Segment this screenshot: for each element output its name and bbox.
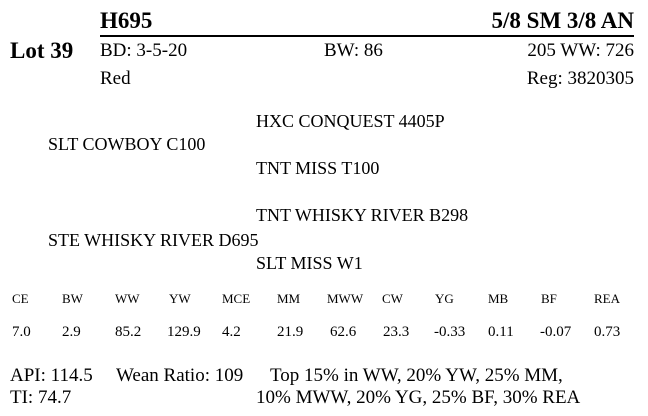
epd-header-yw: YW <box>169 291 191 306</box>
epd-value-yg: -0.33 <box>434 324 466 340</box>
epd-header-mb: MB <box>488 291 509 306</box>
epd-header-mm: MM <box>277 291 301 306</box>
pedigree-sire: SLT COWBOY C100 <box>48 134 206 154</box>
epd-header-mce: MCE <box>222 291 251 306</box>
epd-header-ww: WW <box>115 291 140 306</box>
birth-weight: BW: 86 <box>324 40 383 61</box>
breed-composition: 5/8 SM 3/8 AN <box>491 8 634 33</box>
api-index: API: 114.5 <box>10 365 93 386</box>
epd-header-cw: CW <box>382 291 403 306</box>
epd-value-mww: 62.6 <box>330 324 357 340</box>
epd-value-mce: 4.2 <box>222 324 241 340</box>
wean-ratio: Wean Ratio: 109 <box>116 365 244 386</box>
epd-value-rea: 0.73 <box>594 324 621 340</box>
epd-header-bw: BW <box>62 291 83 306</box>
birth-date: BD: 3-5-20 <box>100 40 188 61</box>
animal-id: H695 <box>100 8 153 33</box>
epd-value-bf: -0.07 <box>540 324 572 340</box>
epd-value-ce: 7.0 <box>12 324 31 340</box>
epd-value-mm: 21.9 <box>277 324 304 340</box>
epd-value-cw: 23.3 <box>383 324 410 340</box>
animal-color: Red <box>100 68 131 89</box>
epd-header-mww: MWW <box>327 291 364 306</box>
ti-index: TI: 74.7 <box>10 387 72 408</box>
lot-number: Lot 39 <box>10 38 74 63</box>
epd-value-mb: 0.11 <box>488 324 514 340</box>
registration-number: Reg: 3820305 <box>526 68 634 89</box>
epd-value-bw: 2.9 <box>62 324 81 340</box>
epd-value-yw: 129.9 <box>167 324 201 340</box>
pedigree-dam-sire: TNT WHISKY RIVER B298 <box>256 205 469 225</box>
epd-header-bf: BF <box>541 291 557 306</box>
epd-value-ww: 85.2 <box>115 324 142 340</box>
top-percent-line-2: 10% MWW, 20% YG, 25% BF, 30% REA <box>256 387 581 408</box>
pedigree-sire-dam: TNT MISS T100 <box>256 158 380 178</box>
wean-weight: 205 WW: 726 <box>527 40 634 61</box>
epd-header-ce: CE <box>12 291 29 306</box>
pedigree-sire-sire: HXC CONQUEST 4405P <box>256 111 445 131</box>
pedigree-dam: STE WHISKY RIVER D695 <box>48 230 259 250</box>
epd-header-yg: YG <box>435 291 454 306</box>
epd-header-rea: REA <box>594 291 620 306</box>
top-percent-line-1: Top 15% in WW, 20% YW, 25% MM, <box>270 365 563 386</box>
pedigree-dam-dam: SLT MISS W1 <box>256 253 363 273</box>
header-rule <box>100 35 634 37</box>
